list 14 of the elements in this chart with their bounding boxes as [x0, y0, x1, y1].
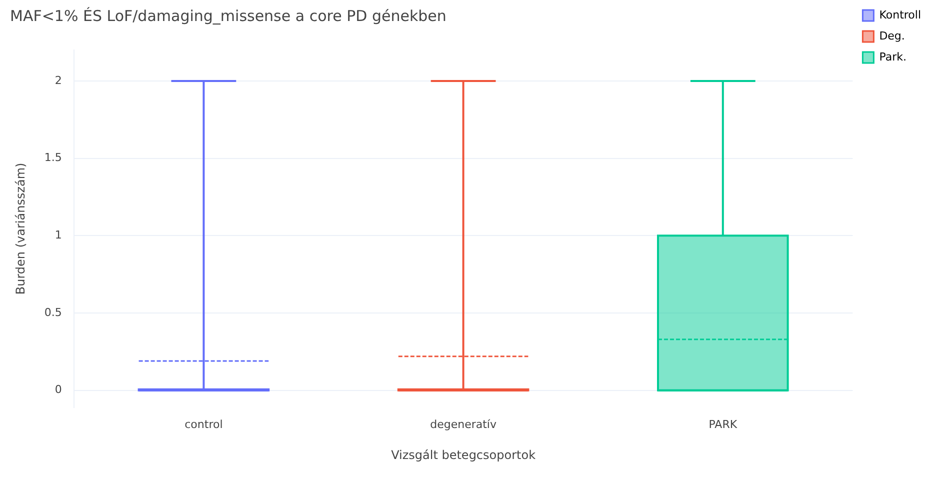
y-tick-label: 0.5 — [44, 306, 62, 319]
y-tick-label: 1 — [54, 228, 62, 242]
legend-label: Deg. — [879, 29, 905, 42]
x-axis-title: Vizsgált betegcsoportok — [391, 448, 536, 462]
y-tick-label: 2 — [54, 74, 62, 87]
legend-label: Park. — [879, 50, 906, 64]
x-tick-label: control — [184, 418, 223, 431]
y-tick-label: 0 — [54, 383, 62, 396]
x-tick-label: PARK — [708, 418, 738, 431]
y-tick-label: 1.5 — [44, 151, 62, 164]
y-axis-title: Burden (variánsszám) — [13, 162, 28, 295]
legend-label: Kontroll — [879, 8, 922, 22]
x-tick-label: degeneratív — [430, 418, 497, 431]
chart-title: MAF<1% ÉS LoF/damaging_missense a core PD génekben — [10, 6, 446, 25]
